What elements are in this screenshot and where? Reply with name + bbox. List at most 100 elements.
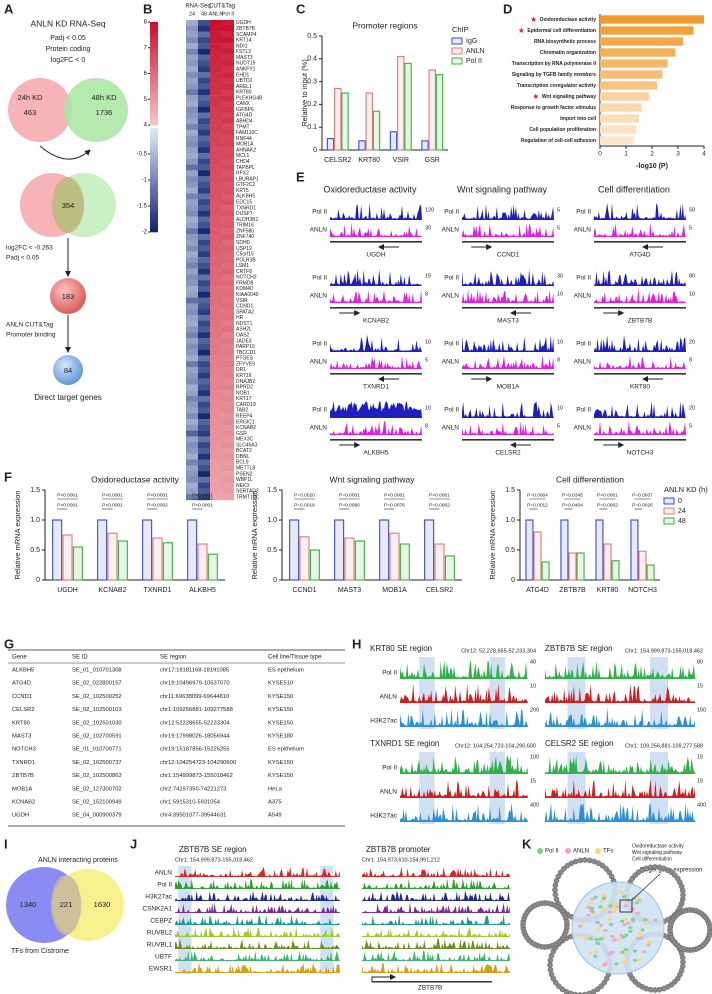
signal-track [362, 938, 510, 949]
y-tick-label: Transcription by RNA polymerase II [512, 61, 597, 67]
heatmap-cell [186, 453, 198, 460]
colorbar-cell [150, 130, 158, 134]
heatmap-cell [210, 83, 222, 90]
colorbar-cell [150, 159, 158, 163]
heatmap-cell [186, 320, 198, 327]
protein [630, 907, 636, 911]
flow-title: ANLN KD RNA-Seq [30, 18, 105, 28]
heatmap-cell [198, 199, 210, 206]
signal-track [545, 707, 695, 727]
x-tick-label: TXNRD1 [143, 587, 171, 594]
p-value: P=0.0002 [147, 502, 168, 508]
protein [593, 954, 598, 959]
heatmap-cell [186, 153, 198, 159]
label: Direct target genes [34, 393, 102, 402]
heatmap-cell [186, 89, 198, 96]
heatmap-cell [222, 25, 234, 32]
heatmap-cell [222, 378, 234, 385]
x-tick-label: VSIR [393, 157, 409, 164]
heatmap-cell [186, 280, 198, 287]
nucleosome [552, 891, 559, 898]
heatmap-cell [210, 291, 222, 298]
heatmap-cell [186, 297, 198, 304]
se-highlight [419, 657, 435, 729]
gene-label: ZNF740 [236, 234, 254, 240]
protein [598, 923, 604, 928]
bar [372, 110, 381, 151]
bar [421, 140, 429, 151]
y-tick-label: Chromatin organization [540, 50, 596, 56]
column-title: Wnt signaling pathway [457, 184, 548, 194]
protein [595, 920, 600, 924]
bar [600, 125, 637, 134]
heatmap-cell [222, 338, 234, 345]
y-tick-label: 0.5 [267, 547, 277, 554]
venn-circle [8, 78, 72, 142]
track-scale: 10 [425, 405, 431, 411]
gene-label: C5orf15 [236, 252, 254, 258]
protein [632, 958, 638, 962]
heatmap-cell [222, 447, 234, 454]
heatmap-cell [198, 124, 210, 131]
heatmap-cell [210, 395, 222, 402]
heatmap-cell [186, 31, 198, 38]
gene-bar [594, 373, 686, 375]
star [518, 27, 525, 33]
heatmap-cell [198, 158, 210, 165]
gene-bar [594, 307, 686, 309]
signal-track [462, 288, 554, 303]
gene-label: CARD19 [236, 402, 256, 408]
protein [580, 935, 585, 939]
colorbar-cell [150, 27, 158, 31]
heatmap-cell [198, 25, 210, 32]
heatmap-cell [198, 106, 210, 113]
gene-name: KCNAB2 [363, 318, 389, 325]
gene-label: TXNRD1 [236, 205, 256, 211]
region-title: ZBTB7B promoter [366, 845, 431, 854]
protein [623, 959, 628, 964]
heatmap-cell [186, 158, 198, 165]
colorbar-cell [150, 78, 158, 82]
protein [581, 921, 586, 925]
heatmap-cell [222, 430, 234, 437]
x-tick-label: MOB1A [382, 587, 407, 594]
label: ANLN [442, 227, 460, 234]
table-cell: KYSE510 [268, 681, 293, 687]
p-value: P<0.0001 [597, 492, 618, 498]
table-cell: KYSE150 [268, 707, 293, 713]
signal-track [400, 708, 528, 727]
bar [600, 59, 668, 68]
heatmap-cell [210, 31, 222, 38]
signal-track [462, 204, 554, 220]
heatmap-cell [186, 216, 198, 223]
heatmap-cell [198, 228, 210, 235]
protein [630, 917, 636, 921]
heatmap-cell [186, 233, 198, 240]
heatmap-cell [186, 268, 198, 275]
p-value: P=0.0012 [527, 502, 548, 508]
gene-label: ATG4D [236, 113, 253, 119]
heatmap-cell [186, 390, 198, 397]
heatmap-cell [198, 390, 210, 397]
heatmap-cell [210, 239, 222, 246]
track-scale: 30 [557, 273, 563, 279]
track-scale: 15 [697, 754, 703, 760]
heatmap-cell [198, 476, 210, 483]
legend-swatch [451, 57, 463, 65]
heatmap-cell [198, 239, 210, 246]
legend-swatch [663, 517, 675, 525]
bar [397, 55, 405, 151]
heatmap-cell [210, 222, 222, 229]
label: ANLN [574, 293, 592, 300]
heatmap-cell [210, 141, 222, 148]
bar [600, 48, 676, 57]
signal-track [545, 802, 695, 822]
colorbar-cell [150, 198, 158, 202]
region-coords: Chr1: 154,999,873-155,018,462 [175, 857, 253, 863]
bar [107, 532, 118, 581]
track-scale: 15 [530, 778, 536, 784]
track-label: RUVBL2 [147, 930, 173, 937]
heatmap-cell [210, 210, 222, 217]
track-scale: 80 [689, 273, 695, 279]
heatmap-cell [222, 205, 234, 212]
